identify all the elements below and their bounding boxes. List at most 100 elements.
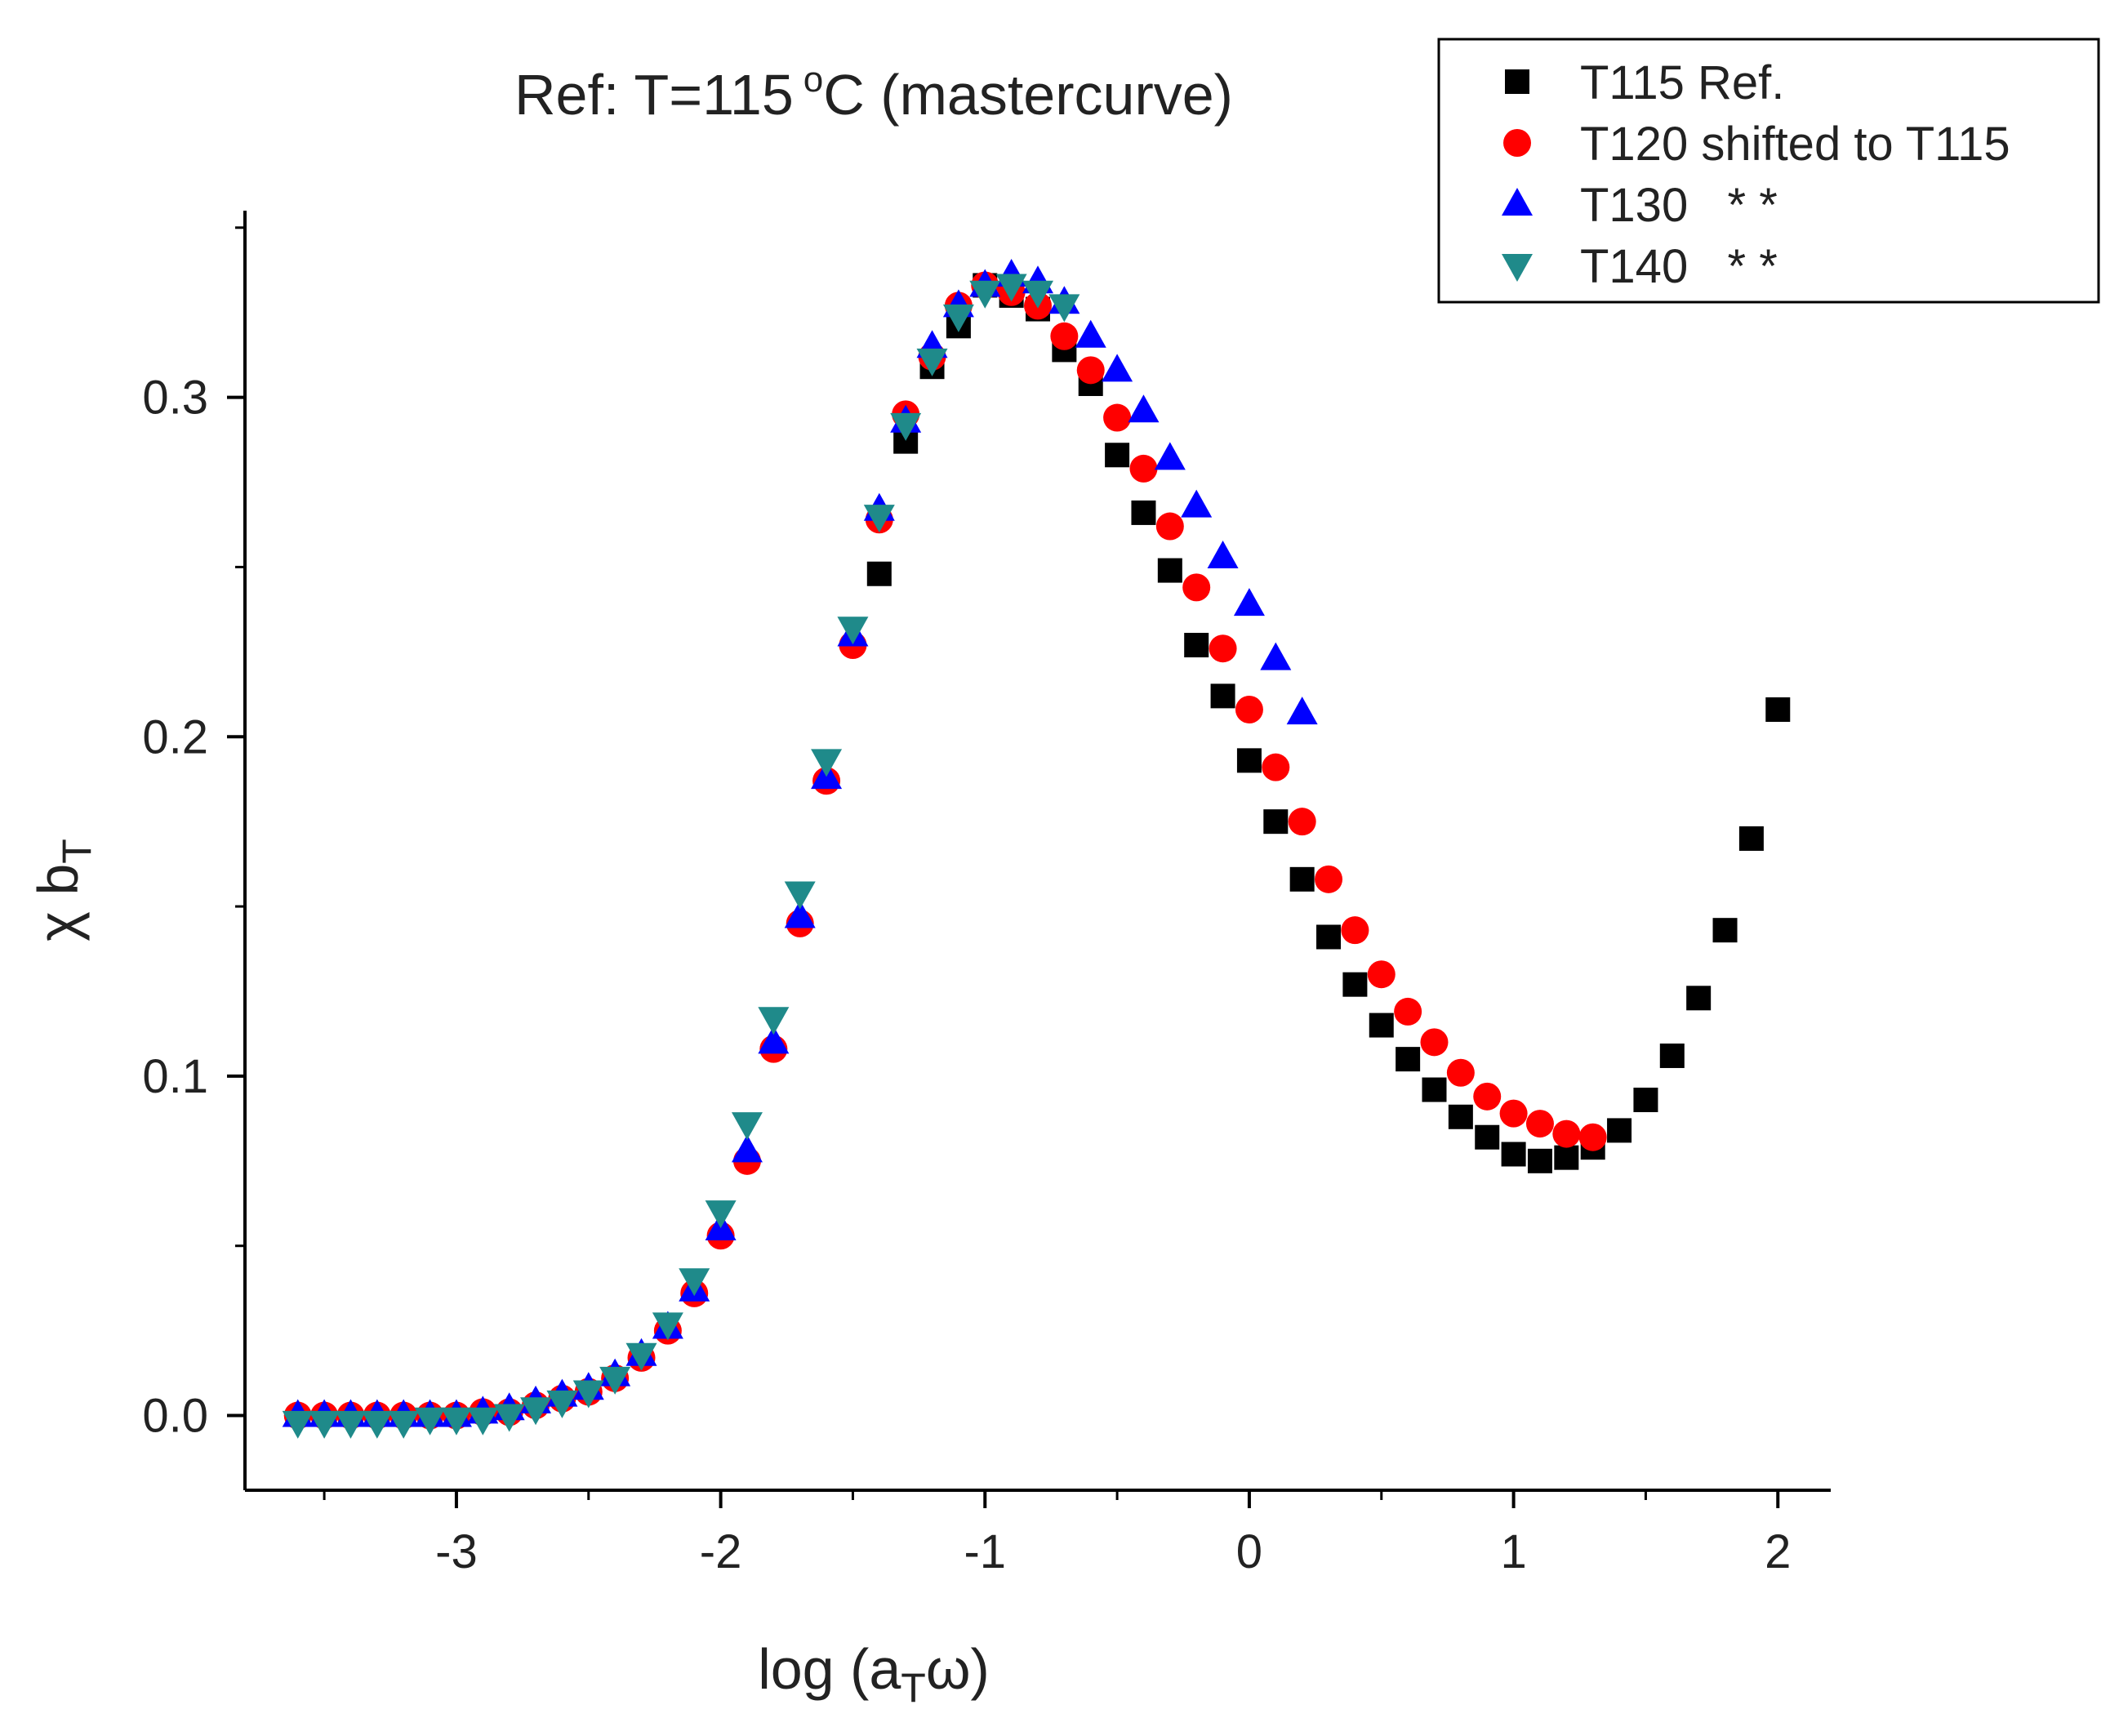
data-point xyxy=(1233,588,1265,617)
series-circle xyxy=(283,271,1607,1430)
chart-title-unit: C (mastercurve) xyxy=(823,63,1233,127)
data-point xyxy=(1422,1077,1447,1102)
data-point xyxy=(1076,356,1105,385)
data-point xyxy=(546,1390,578,1418)
data-point xyxy=(1236,748,1262,773)
x-tick-label: 1 xyxy=(1500,1525,1526,1578)
data-point xyxy=(493,1404,525,1432)
data-point xyxy=(361,1410,393,1439)
data-point xyxy=(1128,394,1160,423)
data-point xyxy=(599,1366,631,1395)
data-point xyxy=(1607,1118,1632,1143)
y-axis-label-sub: T xyxy=(54,839,100,864)
y-axis-label-prefix: χ b xyxy=(26,864,90,941)
data-point xyxy=(1659,1043,1685,1068)
data-point xyxy=(1131,500,1156,525)
chart-title-degree: o xyxy=(803,60,823,100)
data-point xyxy=(1552,1119,1581,1148)
chart-title-main: Ref: T=115 xyxy=(514,63,794,127)
data-point xyxy=(1286,697,1318,725)
data-point xyxy=(837,617,869,645)
data-point xyxy=(866,561,892,586)
x-tick-label: -2 xyxy=(700,1525,742,1578)
data-point xyxy=(1075,319,1106,348)
data-point xyxy=(1686,986,1712,1011)
data-point xyxy=(1210,683,1235,709)
series-square xyxy=(866,273,1791,1173)
data-point xyxy=(1475,1124,1500,1150)
data-point xyxy=(1235,696,1263,724)
data-point xyxy=(1184,633,1209,658)
data-point xyxy=(1396,1047,1421,1072)
data-point xyxy=(758,1026,790,1054)
data-point xyxy=(995,274,1027,302)
data-point xyxy=(811,749,843,777)
x-tick-label: -1 xyxy=(964,1525,1006,1578)
data-point xyxy=(1022,280,1053,309)
data-point xyxy=(942,304,974,332)
data-point xyxy=(1341,916,1369,945)
data-point xyxy=(1048,294,1080,323)
legend-label: T115 Ref. xyxy=(1580,56,1784,109)
data-point xyxy=(1473,1082,1502,1111)
x-axis-label-prefix: log (a xyxy=(758,1637,901,1701)
data-point xyxy=(1367,960,1396,989)
data-point xyxy=(679,1268,710,1297)
data-point xyxy=(1154,442,1186,470)
data-point xyxy=(1448,1104,1473,1129)
data-point xyxy=(1103,403,1132,432)
data-point xyxy=(1289,866,1315,892)
data-point xyxy=(969,280,1001,309)
data-point xyxy=(1105,443,1130,468)
data-point xyxy=(440,1407,472,1436)
data-point xyxy=(1525,1110,1554,1138)
data-point xyxy=(1260,642,1292,670)
x-axis-label-suffix: ω) xyxy=(926,1637,990,1701)
data-point xyxy=(572,1380,604,1409)
y-tick-label: 0.1 xyxy=(142,1050,208,1103)
data-point xyxy=(388,1410,420,1439)
data-point xyxy=(863,505,895,533)
data-point xyxy=(1209,634,1237,663)
data-point xyxy=(1578,1123,1607,1151)
data-point xyxy=(520,1397,552,1426)
data-point xyxy=(1738,826,1764,851)
data-point xyxy=(1712,918,1738,943)
data-point xyxy=(1263,809,1289,835)
data-point xyxy=(1102,354,1133,382)
chart-title: Ref: T=115 oC (mastercurve) xyxy=(514,60,1233,127)
series-triangle-down xyxy=(282,274,1080,1439)
data-point xyxy=(784,900,816,928)
series-triangle-up xyxy=(282,258,1318,1427)
y-tick-label: 0.2 xyxy=(142,710,208,763)
data-point xyxy=(625,1342,657,1371)
legend-marker xyxy=(1503,129,1531,157)
legend-marker xyxy=(1505,69,1529,94)
data-point xyxy=(1394,997,1422,1026)
data-point xyxy=(890,412,922,441)
y-axis-ticks: 0.0 0.1 0.2 0.3 xyxy=(142,226,245,1443)
x-tick-label: -3 xyxy=(435,1525,478,1578)
y-axis-label: χ bT xyxy=(26,839,100,941)
data-point xyxy=(1155,512,1184,541)
data-point xyxy=(1369,1013,1394,1038)
legend-label: T120 shifted to T115 xyxy=(1580,118,2010,171)
data-point xyxy=(1129,454,1158,483)
y-tick-label: 0.0 xyxy=(142,1390,208,1443)
x-tick-label: 0 xyxy=(1236,1525,1262,1578)
x-axis-label: log (aTω) xyxy=(758,1637,990,1711)
data-point xyxy=(1262,753,1290,781)
data-point xyxy=(1157,558,1182,583)
legend-marker xyxy=(1502,188,1533,216)
data-point xyxy=(1182,573,1211,602)
data-point xyxy=(1050,322,1079,350)
plot-points xyxy=(282,258,1791,1439)
data-point xyxy=(784,881,816,910)
legend-label: T140 * * xyxy=(1580,240,1778,293)
data-point xyxy=(652,1312,683,1341)
legend-marker xyxy=(1502,254,1533,282)
data-point xyxy=(731,1134,763,1163)
data-point xyxy=(916,348,948,376)
x-axis-ticks: -3 -2 -1 0 1 2 xyxy=(323,1490,1791,1578)
